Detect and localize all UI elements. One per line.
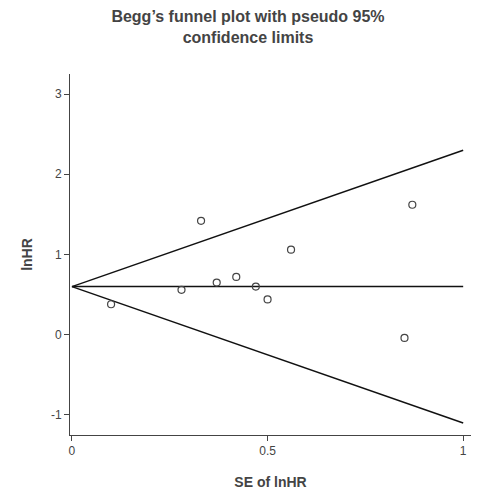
- svg-text:SE of lnHR: SE of lnHR: [234, 474, 306, 490]
- svg-text:0: 0: [55, 328, 62, 342]
- svg-text:Begg’s funnel plot with pseudo: Begg’s funnel plot with pseudo 95%confid…: [111, 8, 384, 46]
- svg-text:0: 0: [69, 444, 76, 458]
- svg-text:3: 3: [55, 87, 62, 101]
- svg-text:1: 1: [55, 248, 62, 262]
- svg-text:-1: -1: [51, 408, 62, 422]
- svg-text:1: 1: [460, 444, 467, 458]
- svg-text:0.5: 0.5: [259, 444, 276, 458]
- svg-text:lnHR: lnHR: [19, 238, 35, 271]
- svg-text:2: 2: [55, 167, 62, 181]
